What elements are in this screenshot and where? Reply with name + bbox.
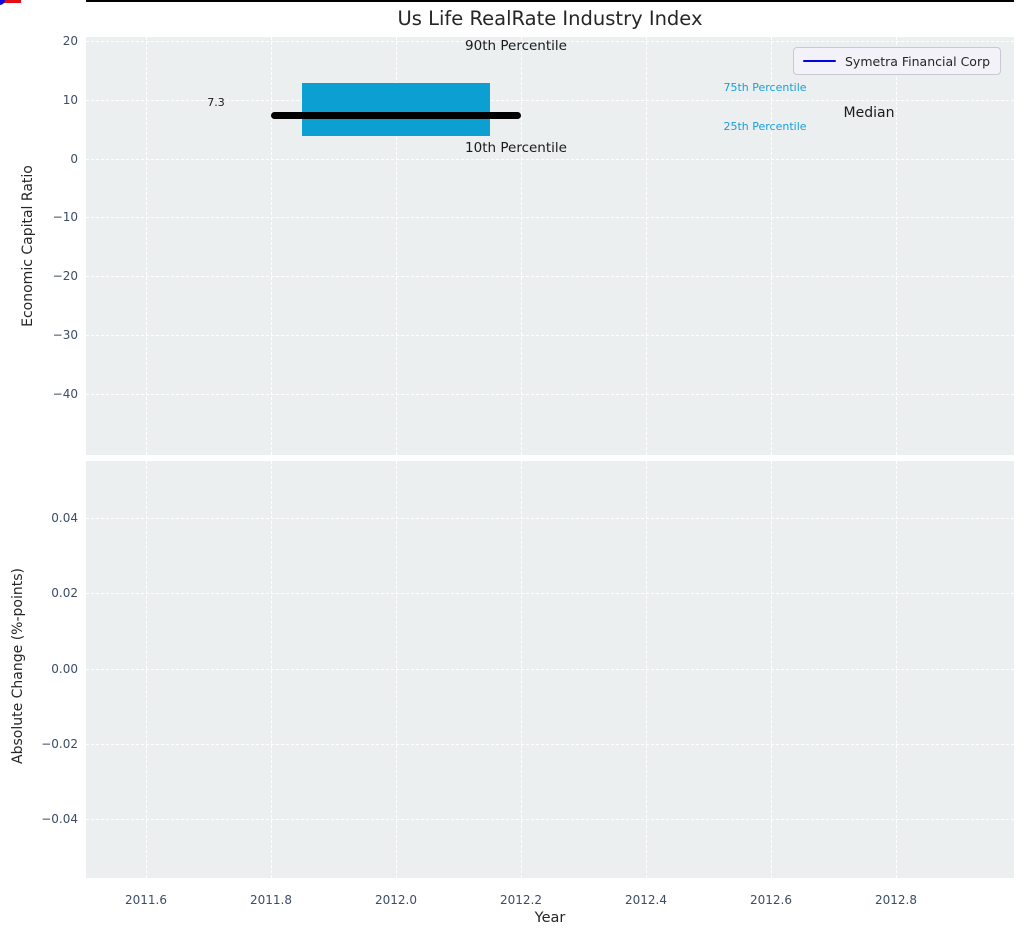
gridline-v	[271, 37, 272, 455]
p25-label: 25th Percentile	[723, 120, 807, 133]
chart-title: Us Life RealRate Industry Index	[397, 7, 703, 30]
gridline-v	[896, 461, 897, 878]
x-tick-label: 2012.4	[625, 893, 667, 907]
gridline-h	[86, 818, 1014, 820]
gridline-v	[771, 37, 772, 455]
gridline-h	[86, 393, 1014, 395]
median-line	[271, 112, 521, 120]
x-tick-label: 2012.0	[375, 893, 417, 907]
bottom-y-tick-label: −0.04	[41, 811, 78, 826]
x-tick-label: 2011.8	[250, 893, 292, 907]
gridline-h	[86, 41, 1014, 42]
x-tick-label: 2012.6	[750, 893, 792, 907]
gridline-v	[146, 461, 147, 878]
gridline-h	[86, 668, 1014, 670]
top-plot	[86, 37, 1014, 455]
zero-change-line	[86, 0, 1014, 2]
top-y-axis-label: Economic Capital Ratio	[20, 165, 36, 327]
x-axis-label: Year	[534, 910, 566, 926]
company-point-marker	[0, 0, 5, 5]
top-y-tick-label: −30	[52, 327, 78, 342]
gridline-h	[86, 217, 1014, 219]
top-y-tick-label: 20	[62, 34, 78, 48]
gridline-v	[396, 461, 397, 878]
bottom-plot	[86, 461, 1014, 878]
gridline-v	[521, 461, 522, 878]
p10-cap	[0, 0, 21, 3]
iqr-box	[302, 82, 490, 136]
p75-label: 75th Percentile	[723, 81, 807, 94]
top-y-tick-label: 10	[62, 92, 78, 107]
bottom-y-tick-label: 0.04	[51, 511, 78, 526]
gridline-h	[86, 99, 1014, 101]
top-y-tick-label: −20	[52, 269, 78, 283]
legend: Symetra Financial Corp	[793, 47, 1002, 75]
gridline-v	[896, 37, 897, 455]
gridline-v	[646, 37, 647, 455]
x-tick-label: 2012.2	[500, 893, 542, 907]
bottom-y-tick-label: 0.00	[51, 661, 78, 676]
median-text-label: Median	[843, 105, 895, 121]
gridline-h	[86, 518, 1014, 520]
gridline-v	[771, 461, 772, 878]
gridline-h	[86, 334, 1014, 336]
legend-line-swatch-icon	[803, 59, 836, 63]
gridline-v	[146, 37, 147, 455]
legend-entry-label: Symetra Financial Corp	[845, 53, 991, 69]
bottom-y-tick-label: −0.02	[41, 736, 78, 751]
x-tick-label: 2012.8	[875, 893, 917, 907]
median-value-label: 7.3	[207, 96, 225, 109]
gridline-h	[86, 593, 1014, 595]
gridline-v	[646, 461, 647, 878]
gridline-v	[271, 461, 272, 878]
gridline-h	[86, 743, 1014, 745]
p10-label: 10th Percentile	[465, 140, 567, 156]
gridline-v	[521, 37, 522, 455]
bottom-y-tick-label: 0.02	[51, 586, 78, 601]
gridline-v	[396, 37, 397, 455]
p90-label: 90th Percentile	[465, 38, 567, 54]
x-tick-label: 2011.6	[125, 893, 167, 907]
top-y-tick-label: 0	[70, 151, 78, 166]
top-y-tick-label: −10	[52, 210, 78, 225]
top-y-tick-label: −40	[52, 386, 78, 401]
gridline-h	[86, 276, 1014, 277]
gridline-h	[86, 158, 1014, 160]
